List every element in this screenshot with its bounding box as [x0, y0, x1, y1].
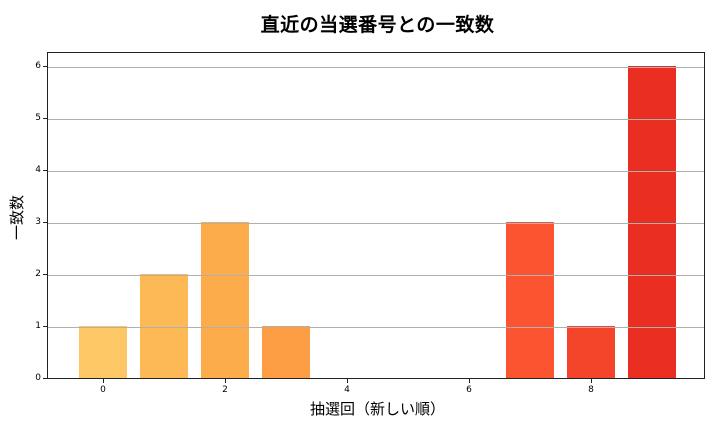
x-tick-label: 6	[466, 385, 472, 395]
gridline	[48, 275, 704, 276]
plot-area	[47, 52, 705, 379]
x-tick-mark	[347, 379, 348, 383]
y-tick-label: 1	[35, 321, 41, 331]
y-tick-label: 4	[35, 165, 41, 175]
y-tick-label: 5	[35, 113, 41, 123]
bar-9	[627, 66, 677, 378]
y-tick-mark	[43, 66, 47, 67]
bar-2	[200, 222, 250, 378]
x-axis-label: 抽選回（新しい順）	[309, 400, 445, 418]
gridline	[48, 223, 704, 224]
bar-0	[78, 326, 128, 378]
gridline	[48, 119, 704, 120]
x-tick-mark	[469, 379, 470, 383]
x-tick-label: 2	[222, 385, 228, 395]
y-tick-label: 2	[35, 269, 41, 279]
gridline	[48, 67, 704, 68]
x-tick-mark	[591, 379, 592, 383]
y-tick-mark	[43, 326, 47, 327]
y-tick-mark	[43, 378, 47, 379]
x-tick-mark	[103, 379, 104, 383]
y-tick-mark	[43, 170, 47, 171]
bar-7	[505, 222, 555, 378]
chart-title: 直近の当選番号との一致数	[260, 14, 495, 36]
x-tick-label: 8	[588, 385, 594, 395]
y-tick-label: 6	[35, 61, 41, 71]
y-tick-mark	[43, 274, 47, 275]
x-tick-mark	[225, 379, 226, 383]
x-tick-label: 0	[100, 385, 106, 395]
y-tick-label: 0	[35, 373, 41, 383]
y-axis-label: 一致数	[8, 194, 26, 240]
x-tick-label: 4	[344, 385, 350, 395]
bar-1	[139, 274, 189, 378]
gridline	[48, 327, 704, 328]
y-tick-mark	[43, 222, 47, 223]
y-tick-mark	[43, 118, 47, 119]
gridline	[48, 171, 704, 172]
bar-8	[566, 326, 616, 378]
bar-3	[261, 326, 311, 378]
y-tick-label: 3	[35, 217, 41, 227]
